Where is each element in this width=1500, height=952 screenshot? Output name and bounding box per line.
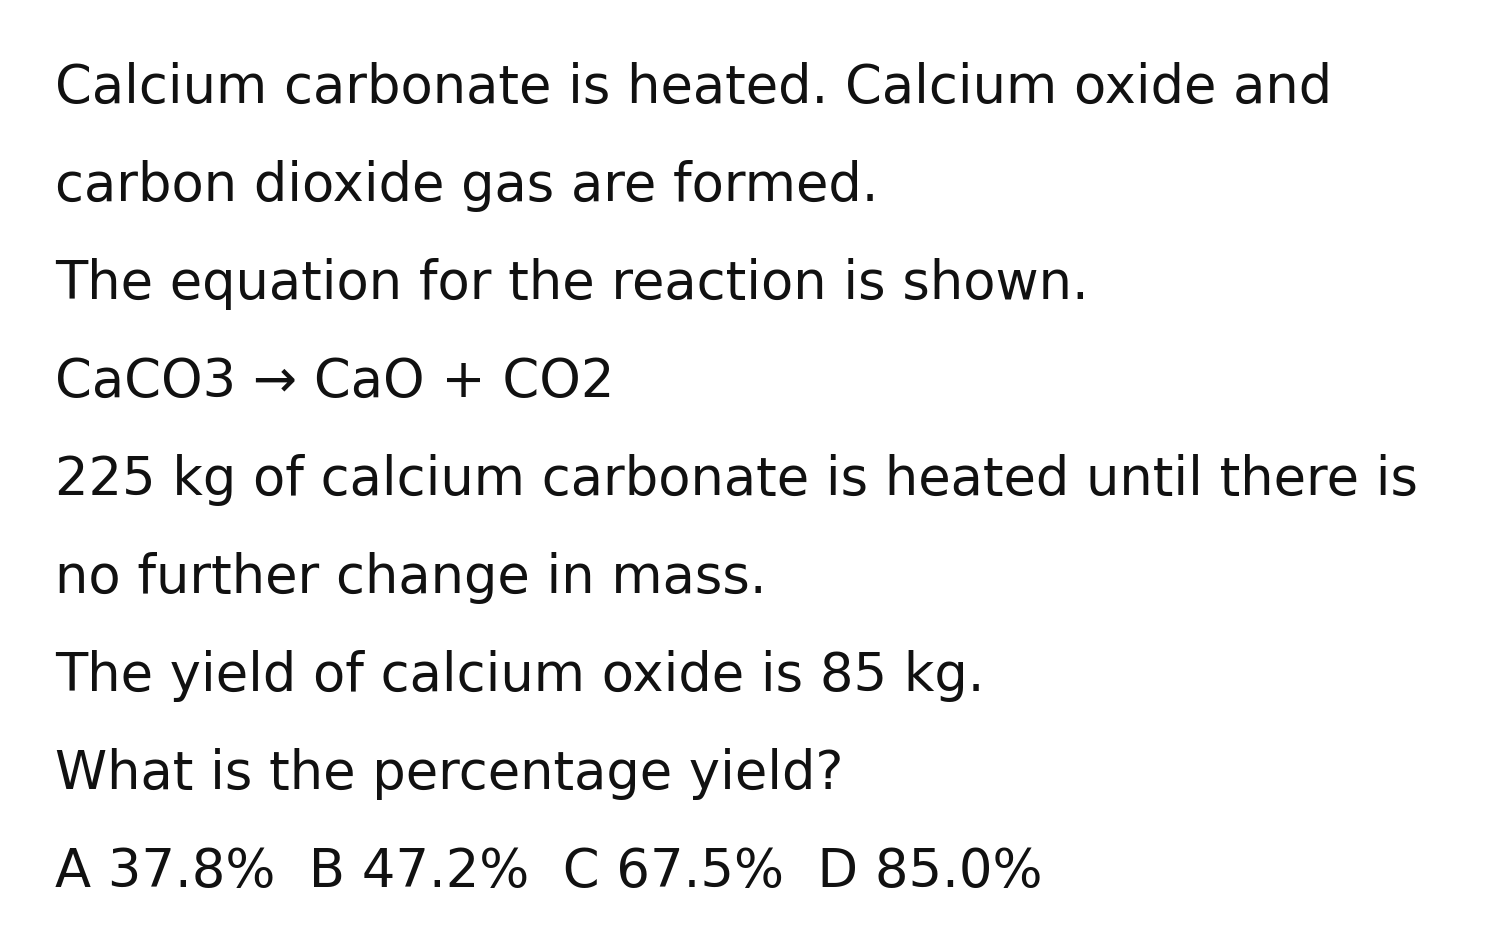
Text: A 37.8%  B 47.2%  C 67.5%  D 85.0%: A 37.8% B 47.2% C 67.5% D 85.0% xyxy=(56,846,1042,898)
Text: CaCO3 → CaO + CO2: CaCO3 → CaO + CO2 xyxy=(56,356,615,408)
Text: Calcium carbonate is heated. Calcium oxide and: Calcium carbonate is heated. Calcium oxi… xyxy=(56,62,1332,114)
Text: What is the percentage yield?: What is the percentage yield? xyxy=(56,748,843,800)
Text: 225 kg of calcium carbonate is heated until there is: 225 kg of calcium carbonate is heated un… xyxy=(56,454,1417,506)
Text: no further change in mass.: no further change in mass. xyxy=(56,552,766,604)
Text: The equation for the reaction is shown.: The equation for the reaction is shown. xyxy=(56,258,1089,310)
Text: The yield of calcium oxide is 85 kg.: The yield of calcium oxide is 85 kg. xyxy=(56,650,984,702)
Text: carbon dioxide gas are formed.: carbon dioxide gas are formed. xyxy=(56,160,879,212)
